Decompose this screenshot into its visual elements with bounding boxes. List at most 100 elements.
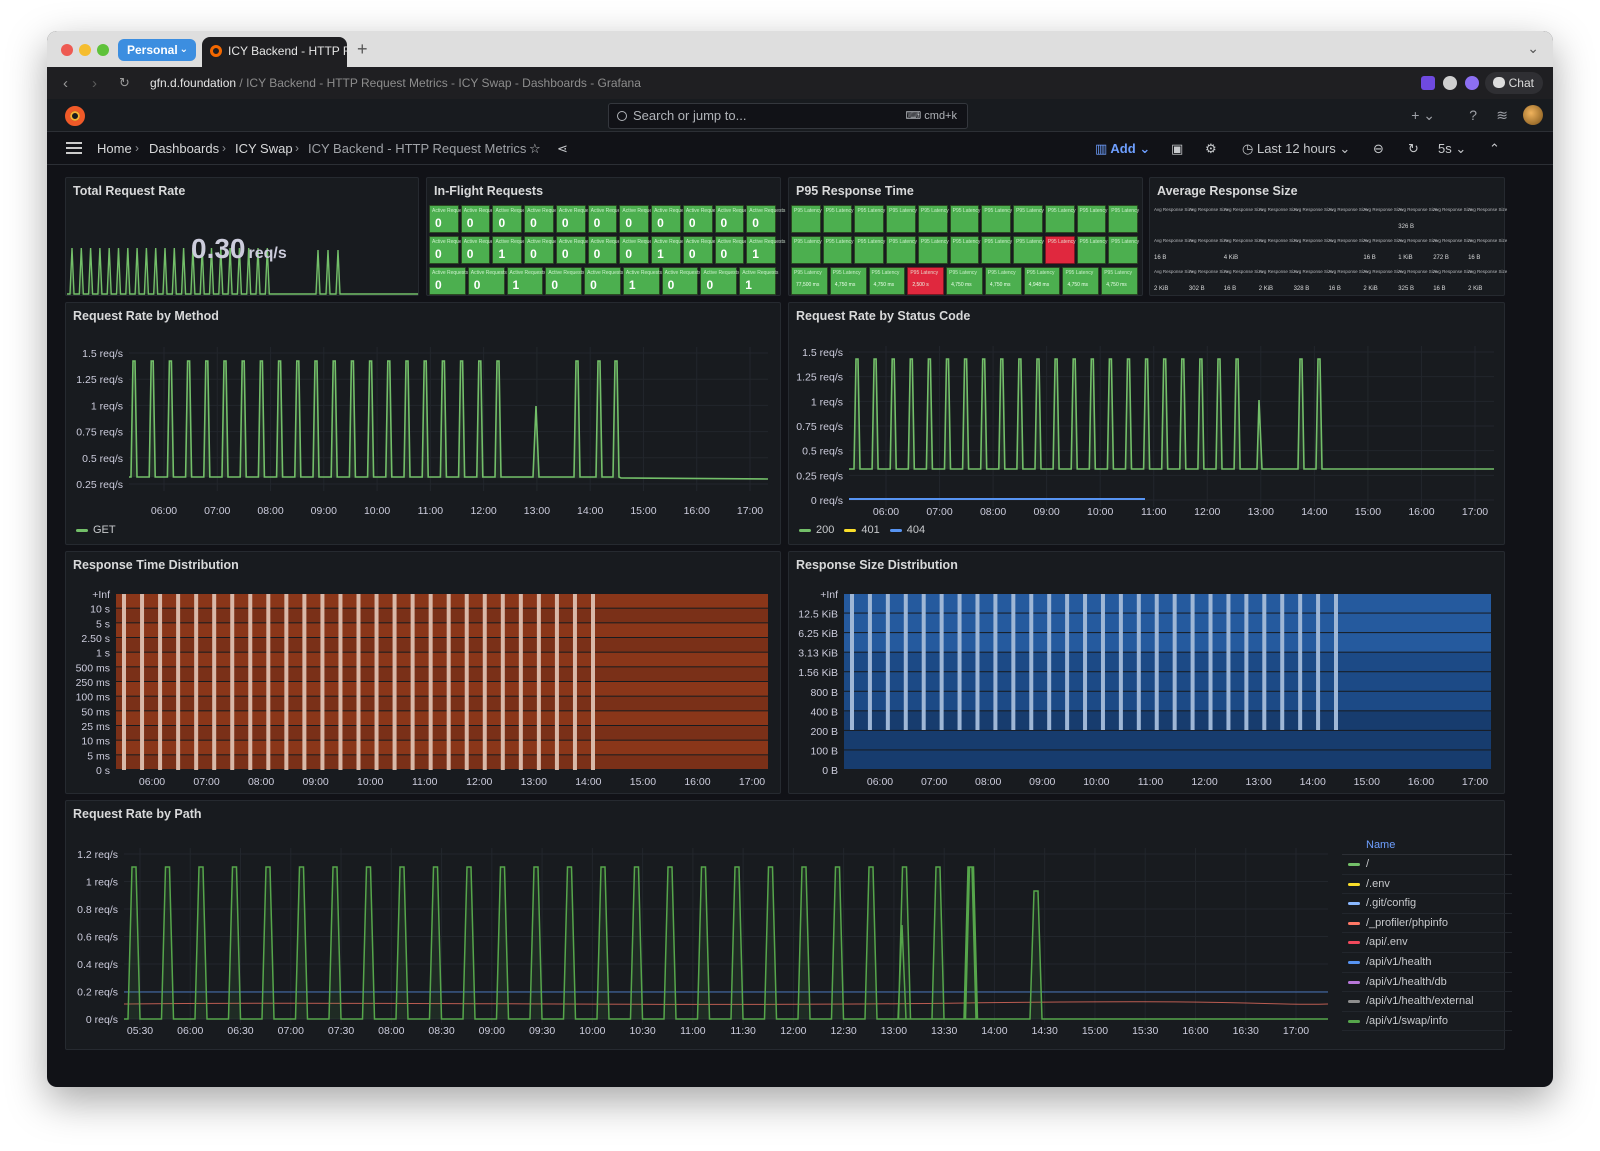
stat-cell[interactable]: Active Requests 0 bbox=[619, 205, 659, 233]
stat-cell[interactable]: P95 Latency bbox=[949, 236, 980, 264]
stat-cell[interactable]: P95 Latency bbox=[917, 236, 949, 264]
stat-cell[interactable]: Avg Response Size 325 B bbox=[1396, 267, 1437, 295]
legend-row[interactable]: /api/v1/swap/info bbox=[1342, 1012, 1512, 1032]
new-tab-plus-icon[interactable]: + bbox=[357, 39, 368, 59]
stat-cell[interactable]: Active Requests 0 bbox=[682, 236, 722, 264]
minimize-window-button[interactable] bbox=[79, 44, 91, 56]
star-icon[interactable]: ☆ bbox=[529, 141, 541, 156]
user-avatar[interactable] bbox=[1523, 105, 1543, 125]
legend-row[interactable]: /.env bbox=[1342, 875, 1512, 895]
stat-cell[interactable]: Avg Response Size bbox=[1257, 205, 1298, 233]
stat-cell[interactable]: P95 Latency bbox=[1108, 205, 1139, 233]
help-icon[interactable]: ? bbox=[1469, 107, 1477, 123]
panel-request-rate-by-method[interactable]: Request Rate by Method 1.5 req/s 1.25 req… bbox=[65, 302, 781, 545]
stat-cell[interactable]: Active Requests 0 bbox=[714, 236, 754, 264]
legend-item[interactable]: 200 bbox=[799, 524, 834, 536]
zoom-window-button[interactable] bbox=[97, 44, 109, 56]
stat-cell[interactable]: P95 Latency 4,750 ms bbox=[868, 267, 906, 295]
add-button[interactable]: ▥ Add ⌄ bbox=[1095, 141, 1151, 156]
breadcrumb-folder[interactable]: ICY Swap bbox=[235, 141, 293, 156]
stat-cell[interactable]: P95 Latency bbox=[1044, 236, 1076, 264]
stat-cell[interactable]: P95 Latency bbox=[886, 205, 917, 233]
stat-cell[interactable]: Avg Response Size bbox=[1257, 236, 1298, 264]
stat-cell[interactable]: Avg Response Size bbox=[1431, 205, 1472, 233]
stat-cell[interactable]: Active Requests 0 bbox=[429, 267, 468, 295]
search-input[interactable]: Search or jump to... ⌨ cmd+k bbox=[608, 103, 968, 129]
stat-cell[interactable]: Avg Response Size 326 B bbox=[1396, 205, 1437, 233]
breadcrumb-dashboards[interactable]: Dashboards bbox=[149, 141, 220, 156]
stat-cell[interactable]: Avg Response Size bbox=[1152, 205, 1193, 233]
panel-request-rate-by-path[interactable]: Request Rate by Path 1.2 req/s 1 req/s 0.8… bbox=[65, 800, 1512, 1050]
stat-cell[interactable]: Active Requests 1 bbox=[622, 267, 662, 295]
stat-cell[interactable]: P95 Latency bbox=[822, 205, 854, 233]
stat-cell[interactable]: P95 Latency bbox=[791, 236, 822, 264]
chat-button[interactable]: Chat bbox=[1484, 72, 1543, 94]
stat-cell[interactable]: Avg Response Size bbox=[1187, 205, 1228, 233]
stat-cell[interactable]: P95 Latency bbox=[949, 205, 980, 233]
stat-cell[interactable]: Avg Response Size bbox=[1187, 236, 1228, 264]
stat-cell[interactable]: Active Requests 1 bbox=[739, 267, 778, 295]
stat-cell[interactable]: P95 Latency bbox=[1044, 205, 1076, 233]
stat-cell[interactable]: Avg Response Size 328 B bbox=[1292, 267, 1333, 295]
stat-cell[interactable]: Active Requests 0 bbox=[619, 236, 659, 264]
extension-icon[interactable] bbox=[1465, 76, 1479, 90]
stat-cell[interactable]: P95 Latency bbox=[1076, 236, 1107, 264]
stat-cell[interactable]: P95 Latency bbox=[917, 205, 949, 233]
stat-cell[interactable]: Active Requests 0 bbox=[587, 205, 627, 233]
stat-cell[interactable]: Avg Response Size bbox=[1466, 205, 1507, 233]
stat-cell[interactable]: Avg Response Size 16 B bbox=[1361, 236, 1402, 264]
legend-row[interactable]: /api/v1/health/db bbox=[1342, 973, 1512, 993]
stat-cell[interactable]: Active Requests 0 bbox=[651, 205, 690, 233]
stat-cell[interactable]: Avg Response Size bbox=[1361, 205, 1402, 233]
stat-cell[interactable]: Active Requests 0 bbox=[700, 267, 740, 295]
stat-cell[interactable]: P95 Latency bbox=[1076, 205, 1107, 233]
panel-in-flight-requests[interactable]: In-Flight Requests Active Requests 0 Activ… bbox=[426, 177, 785, 296]
stat-cell[interactable]: P95 Latency bbox=[854, 205, 885, 233]
stat-cell[interactable]: Avg Response Size bbox=[1292, 236, 1333, 264]
panel-response-size-distribution[interactable]: Response Size Distribution +Inf 12.5 KiB 6… bbox=[788, 551, 1505, 794]
zoom-out-icon[interactable]: ⊖ bbox=[1373, 141, 1384, 156]
stat-cell[interactable]: Avg Response Size 16 B bbox=[1152, 236, 1193, 264]
stat-cell[interactable]: Avg Response Size bbox=[1327, 205, 1368, 233]
stat-cell[interactable]: Active Requests 1 bbox=[492, 236, 532, 264]
collapse-chevron-up-icon[interactable]: ⌃ bbox=[1489, 141, 1500, 156]
stat-cell[interactable]: P95 Latency bbox=[1013, 205, 1044, 233]
stat-cell[interactable]: Active Requests 0 bbox=[682, 205, 722, 233]
save-icon[interactable]: ▣ bbox=[1171, 141, 1184, 156]
legend-row[interactable]: /api/v1/health/external bbox=[1342, 992, 1512, 1012]
settings-gear-icon[interactable]: ⚙ bbox=[1205, 141, 1217, 156]
stat-cell[interactable]: Active Requests 0 bbox=[714, 205, 754, 233]
stat-cell[interactable]: Avg Response Size 16 B bbox=[1431, 267, 1472, 295]
panel-request-rate-by-status[interactable]: Request Rate by Status Code 1.5 req/s 1.2… bbox=[788, 302, 1505, 545]
reload-icon[interactable]: ↻ bbox=[119, 75, 130, 90]
stat-cell[interactable]: P95 Latency bbox=[1013, 236, 1044, 264]
panel-average-response-size[interactable]: Average Response Size Avg Response Size A… bbox=[1149, 177, 1507, 296]
news-feed-icon[interactable]: ≋ bbox=[1496, 107, 1508, 123]
stat-cell[interactable]: Avg Response Size 4 KiB bbox=[1222, 236, 1263, 264]
stat-cell[interactable]: Active Requests 0 bbox=[460, 236, 500, 264]
stat-cell[interactable]: Avg Response Size 272 B bbox=[1431, 236, 1472, 264]
stat-cell[interactable]: Active Requests 0 bbox=[587, 236, 627, 264]
panel-p95-response-time[interactable]: P95 Response Time P95 Latency P95 Latency… bbox=[788, 177, 1143, 296]
legend-item[interactable]: GET bbox=[76, 524, 116, 536]
refresh-icon[interactable]: ↻ bbox=[1408, 141, 1419, 156]
stat-cell[interactable]: Avg Response Size 16 B bbox=[1466, 236, 1507, 264]
stat-cell[interactable]: Active Requests 0 bbox=[746, 205, 785, 233]
stat-cell[interactable]: P95 Latency 4,948 ms bbox=[1023, 267, 1061, 295]
stat-cell[interactable]: Active Requests 0 bbox=[545, 267, 584, 295]
stat-cell[interactable]: Active Requests 0 bbox=[524, 205, 563, 233]
stat-cell[interactable]: P95 Latency bbox=[981, 236, 1012, 264]
stat-cell[interactable]: Avg Response Size 16 B bbox=[1327, 267, 1368, 295]
stat-cell[interactable]: Avg Response Size bbox=[1327, 236, 1368, 264]
stat-cell[interactable]: P95 Latency bbox=[822, 236, 854, 264]
stat-cell[interactable]: P95 Latency bbox=[854, 236, 885, 264]
stat-cell[interactable]: P95 Latency bbox=[886, 236, 917, 264]
tab-list-chevron-icon[interactable]: ⌄ bbox=[1527, 40, 1539, 56]
stat-cell[interactable]: Avg Response Size bbox=[1292, 205, 1333, 233]
time-picker[interactable]: ◷ Last 12 hours ⌄ bbox=[1242, 141, 1351, 156]
stat-cell[interactable]: Active Requests 0 bbox=[524, 236, 563, 264]
stat-cell[interactable]: Avg Response Size 2 KiB bbox=[1466, 267, 1507, 295]
legend-row[interactable]: /api/.env bbox=[1342, 933, 1512, 953]
stat-cell[interactable]: Avg Response Size 302 B bbox=[1187, 267, 1228, 295]
stat-cell[interactable]: P95 Latency 4,750 ms bbox=[829, 267, 867, 295]
